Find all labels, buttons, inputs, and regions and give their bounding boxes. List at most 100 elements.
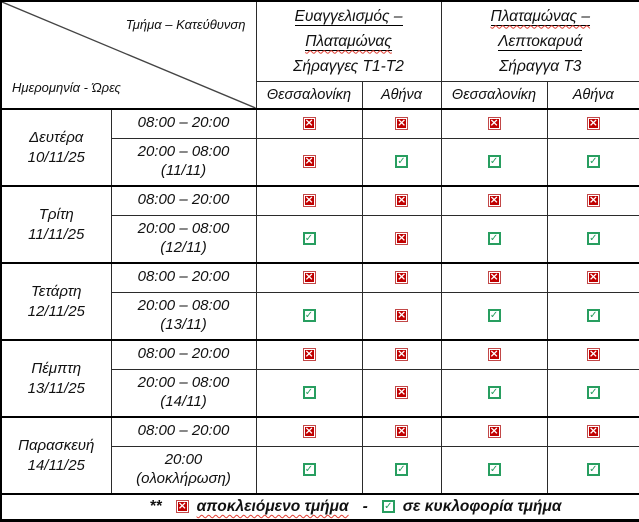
day-date: 10/11/25 — [27, 148, 85, 166]
time-slot-cell: 08:00 – 20:00 — [110, 108, 257, 139]
status-cell — [440, 262, 548, 293]
day-cell-thursday: Πέμπτη 13/11/25 — [0, 339, 112, 418]
status-icon — [487, 309, 501, 323]
status-icon — [395, 232, 408, 246]
status-icon — [395, 309, 408, 323]
tunnel-name: Σήραγγες Τ1-Τ2 — [293, 58, 404, 76]
status-cell — [440, 108, 548, 139]
direction-header-athina: Αθήνα — [546, 80, 639, 110]
status-icon — [395, 348, 408, 362]
direction-header-thessaloniki: Θεσσαλονίκη — [440, 80, 548, 110]
status-cell — [440, 214, 548, 264]
status-cell — [546, 214, 639, 264]
status-icon — [302, 117, 316, 131]
status-icon — [487, 463, 501, 477]
day-cell-friday: Παρασκευή 14/11/25 — [0, 416, 112, 495]
status-cell — [361, 214, 442, 264]
corner-cell: Τμήμα – Κατεύθυνση Ημερομηνία - Ώρες — [0, 0, 257, 110]
status-cell — [546, 108, 639, 139]
status-cell — [546, 416, 639, 447]
diagonal-divider — [2, 2, 255, 108]
column-group-platamonas-leptokarya: Πλαταμώνας – Λεπτοκαρυά Σήραγγα Τ3 — [440, 0, 639, 82]
time-slot-cell: 20:00 – 08:00 (11/11) — [110, 137, 257, 187]
status-icon — [395, 117, 408, 131]
route-name-line2: Πλαταμώνας — [305, 33, 392, 52]
status-icon — [395, 155, 408, 169]
status-cell — [255, 108, 363, 139]
status-cell — [546, 137, 639, 187]
status-cell — [440, 137, 548, 187]
status-icon — [487, 155, 501, 169]
status-icon — [487, 348, 501, 362]
legend-closed-label: αποκλειόμενο τμήμα — [196, 497, 349, 515]
status-cell — [255, 368, 363, 418]
status-icon — [586, 463, 600, 477]
status-cell — [546, 291, 639, 341]
status-cell — [361, 339, 442, 370]
tunnel-name: Σήραγγα Τ3 — [499, 58, 582, 76]
status-icon — [586, 309, 600, 323]
status-cell — [361, 262, 442, 293]
status-cell — [361, 445, 442, 495]
status-cell — [255, 291, 363, 341]
status-icon — [395, 386, 408, 400]
status-icon — [487, 386, 501, 400]
column-group-evangelismos-platamonas: Ευαγγελισμός – Πλαταμώνας Σήραγγες Τ1-Τ2 — [255, 0, 442, 82]
status-cell — [361, 108, 442, 139]
day-date: 13/11/25 — [27, 379, 85, 397]
status-icon — [586, 425, 600, 439]
direction-header-thessaloniki: Θεσσαλονίκη — [255, 80, 363, 110]
day-date: 11/11/25 — [28, 225, 85, 243]
status-icon — [395, 271, 408, 285]
time-slot-cell: 20:00 – 08:00 (13/11) — [110, 291, 257, 341]
status-cell — [440, 368, 548, 418]
status-icon — [586, 348, 600, 362]
time-slot-cell: 20:00 (ολοκλήρωση) — [110, 445, 257, 495]
status-icon — [586, 271, 600, 285]
time-slot-cell: 08:00 – 20:00 — [110, 185, 257, 216]
status-icon — [302, 425, 316, 439]
status-cell — [255, 137, 363, 187]
legend-open-label: σε κυκλοφορία τμήμα — [402, 497, 562, 515]
status-cell — [440, 339, 548, 370]
status-cell — [546, 445, 639, 495]
status-icon — [586, 117, 600, 131]
corner-label-date-hours: Ημερομηνία - Ώρες — [12, 80, 121, 95]
route-name-line1: Ευαγγελισμός – — [294, 8, 403, 27]
status-cell — [440, 185, 548, 216]
status-icon — [302, 155, 316, 169]
x-square-icon — [175, 500, 189, 514]
check-square-icon — [381, 500, 395, 514]
status-cell — [546, 368, 639, 418]
status-icon — [302, 463, 316, 477]
status-icon — [302, 348, 316, 362]
status-cell — [440, 291, 548, 341]
status-icon — [302, 271, 316, 285]
day-name: Παρασκευή — [18, 437, 95, 454]
status-icon — [487, 425, 501, 439]
status-cell — [255, 185, 363, 216]
legend-prefix: ** — [149, 497, 162, 515]
status-icon — [487, 232, 501, 246]
direction-header-athina: Αθήνα — [361, 80, 442, 110]
status-icon — [487, 194, 501, 208]
status-cell — [361, 368, 442, 418]
status-icon — [395, 425, 408, 439]
time-slot-cell: 08:00 – 20:00 — [110, 339, 257, 370]
status-icon — [395, 194, 408, 208]
status-cell — [255, 445, 363, 495]
status-icon — [302, 309, 316, 323]
status-icon — [586, 155, 600, 169]
status-cell — [440, 416, 548, 447]
day-cell-tuesday: Τρίτη 11/11/25 — [0, 185, 112, 264]
day-date: 14/11/25 — [27, 456, 85, 474]
day-cell-monday: Δευτέρα 10/11/25 — [0, 108, 112, 187]
status-cell — [546, 339, 639, 370]
day-name: Πέμπτη — [31, 360, 82, 377]
route-name-line1: Πλαταμώνας – — [490, 8, 591, 27]
time-slot-cell: 08:00 – 20:00 — [110, 416, 257, 447]
day-name: Τετάρτη — [30, 283, 82, 300]
route-name-line2: Λεπτοκαρυά — [498, 33, 583, 52]
status-cell — [361, 137, 442, 187]
